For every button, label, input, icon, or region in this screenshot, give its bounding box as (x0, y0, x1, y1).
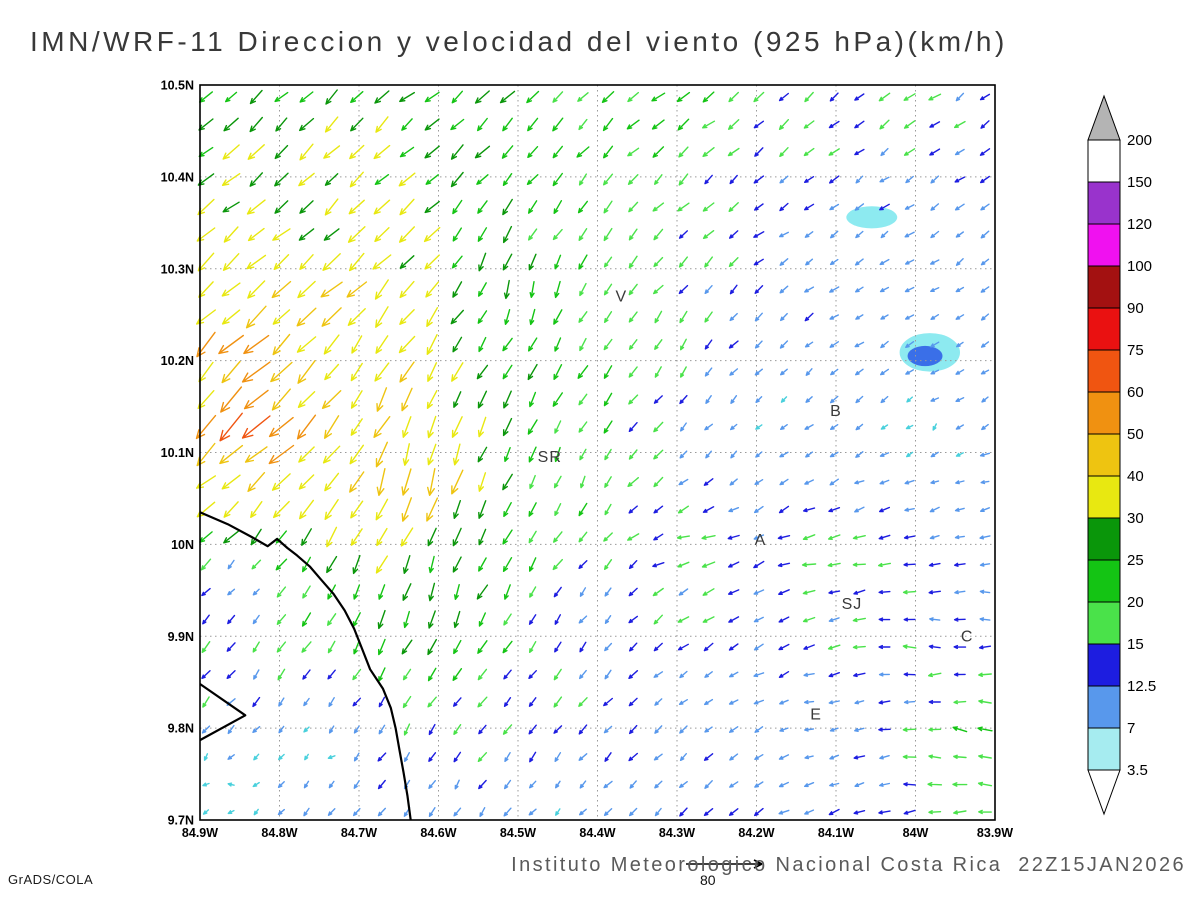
svg-text:84.5W: 84.5W (500, 826, 536, 840)
axis-tick-labels: 10.5N 10.4N 10.3N 10.2N 10.1N 10N 9.9N 9.8N 9.7N… (161, 79, 1014, 841)
svg-text:40: 40 (1127, 468, 1144, 485)
footer-institute: Instituto Meteorologico Nacional Costa R… (511, 854, 1003, 876)
svg-text:C: C (961, 628, 974, 645)
svg-text:A: A (755, 532, 767, 549)
station-labels: V B SR A SJ C E (538, 288, 974, 723)
footer-timestamp: 22Z15JAN2026 (1018, 854, 1186, 876)
svg-text:84.9W: 84.9W (182, 826, 218, 840)
svg-text:150: 150 (1127, 174, 1152, 191)
chart-title: IMN/WRF-11 Direccion y velocidad del vie… (30, 26, 1008, 57)
map-frame (199, 84, 996, 821)
svg-text:84.2W: 84.2W (738, 826, 774, 840)
svg-text:B: B (830, 403, 842, 420)
svg-text:12.5: 12.5 (1127, 678, 1156, 695)
svg-text:10.4N: 10.4N (161, 170, 194, 184)
svg-text:10.2N: 10.2N (161, 354, 194, 368)
svg-text:60: 60 (1127, 384, 1144, 401)
colorbar: 200 150 120 100 90 75 60 50 40 30 25 20 15 12.5 7 3.5 (1087, 94, 1156, 816)
svg-text:100: 100 (1127, 258, 1152, 275)
svg-text:84.8W: 84.8W (261, 826, 297, 840)
svg-text:200: 200 (1127, 132, 1152, 149)
svg-text:84W: 84W (903, 826, 929, 840)
svg-text:90: 90 (1127, 300, 1144, 317)
coastline-path (199, 511, 412, 821)
svg-text:10.3N: 10.3N (161, 262, 194, 276)
svg-text:10.5N: 10.5N (161, 79, 194, 93)
latlon-grid (199, 84, 996, 821)
svg-text:V: V (616, 288, 628, 305)
svg-text:84.1W: 84.1W (818, 826, 854, 840)
svg-text:75: 75 (1127, 342, 1144, 359)
svg-text:84.3W: 84.3W (659, 826, 695, 840)
svg-text:3.5: 3.5 (1127, 762, 1148, 779)
svg-text:84.4W: 84.4W (579, 826, 615, 840)
svg-text:SJ: SJ (842, 596, 863, 613)
svg-text:25: 25 (1127, 552, 1144, 569)
svg-text:30: 30 (1127, 510, 1144, 527)
svg-text:15: 15 (1127, 636, 1144, 653)
shaded-speed-patches (846, 206, 961, 372)
svg-text:10.1N: 10.1N (161, 446, 194, 460)
svg-text:50: 50 (1127, 426, 1144, 443)
svg-text:9.7N: 9.7N (168, 814, 194, 828)
svg-text:9.8N: 9.8N (168, 722, 194, 736)
svg-text:7: 7 (1127, 720, 1135, 737)
grads-credit: GrADS/COLA (8, 872, 94, 887)
reference-vector-label: 80 (700, 872, 716, 888)
svg-text:84.7W: 84.7W (341, 826, 377, 840)
svg-text:10N: 10N (171, 538, 194, 552)
svg-text:120: 120 (1127, 216, 1152, 233)
wind-arrows-layer (195, 89, 993, 817)
svg-text:83.9W: 83.9W (977, 826, 1013, 840)
svg-text:SR: SR (538, 449, 562, 466)
footer-line: Instituto Meteorologico Nacional Costa R… (511, 854, 1186, 877)
svg-text:84.6W: 84.6W (420, 826, 456, 840)
svg-text:20: 20 (1127, 594, 1144, 611)
svg-text:E: E (810, 706, 822, 723)
svg-text:9.9N: 9.9N (168, 630, 194, 644)
reference-vector (686, 859, 763, 869)
